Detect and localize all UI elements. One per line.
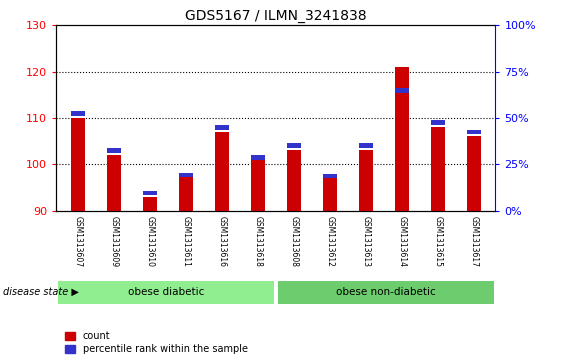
Text: obese non-diabetic: obese non-diabetic — [336, 287, 436, 297]
Title: GDS5167 / ILMN_3241838: GDS5167 / ILMN_3241838 — [185, 9, 367, 23]
Text: GSM1313616: GSM1313616 — [217, 216, 226, 267]
Bar — [323, 178, 337, 211]
Bar — [287, 143, 301, 148]
Text: GSM1313615: GSM1313615 — [434, 216, 443, 267]
Bar — [278, 281, 494, 303]
Text: GSM1313614: GSM1313614 — [397, 216, 406, 267]
Bar — [215, 125, 229, 130]
Bar — [71, 118, 85, 211]
Bar — [395, 67, 409, 211]
Bar — [58, 281, 274, 303]
Bar — [287, 150, 301, 211]
Text: GSM1313611: GSM1313611 — [181, 216, 190, 267]
Bar — [178, 172, 193, 177]
Bar — [178, 174, 193, 211]
Legend: count, percentile rank within the sample: count, percentile rank within the sample — [61, 327, 252, 358]
Text: GSM1313610: GSM1313610 — [145, 216, 154, 267]
Bar — [142, 197, 157, 211]
Text: GSM1313618: GSM1313618 — [253, 216, 262, 267]
Bar — [251, 155, 265, 160]
Bar — [359, 143, 373, 148]
Bar — [395, 88, 409, 93]
Bar — [71, 111, 85, 116]
Bar — [107, 148, 121, 153]
Text: GSM1313608: GSM1313608 — [289, 216, 298, 267]
Bar — [431, 120, 445, 125]
Text: GSM1313609: GSM1313609 — [109, 216, 118, 267]
Bar — [431, 127, 445, 211]
Bar — [107, 155, 121, 211]
Text: GSM1313612: GSM1313612 — [325, 216, 334, 267]
Bar — [359, 150, 373, 211]
Text: GSM1313613: GSM1313613 — [361, 216, 370, 267]
Text: obese diabetic: obese diabetic — [128, 287, 204, 297]
Bar — [142, 191, 157, 195]
Bar — [467, 136, 481, 211]
Text: GSM1313617: GSM1313617 — [470, 216, 479, 267]
Bar — [467, 130, 481, 134]
Text: GSM1313607: GSM1313607 — [73, 216, 82, 267]
Bar — [251, 160, 265, 211]
Bar — [323, 174, 337, 178]
Bar — [215, 132, 229, 211]
Text: disease state ▶: disease state ▶ — [3, 287, 79, 297]
